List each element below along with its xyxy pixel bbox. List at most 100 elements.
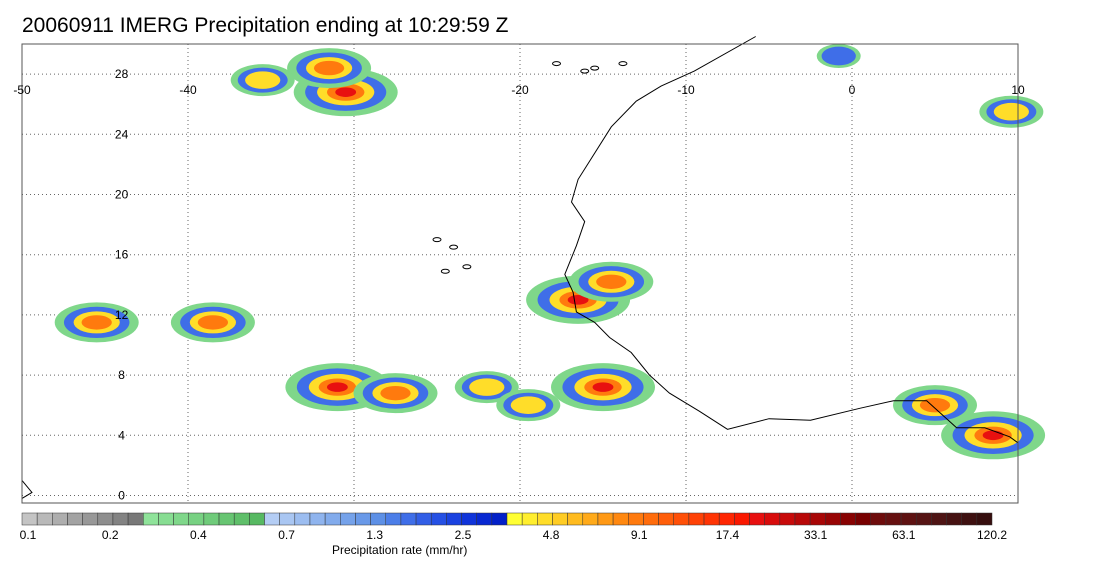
colorbar-swatch [612,512,629,526]
colorbar-swatch [718,512,735,526]
colorbar-tick-label: 63.1 [892,528,916,542]
colorbar-swatch [143,512,159,526]
colorbar-swatch [67,512,83,526]
colorbar-swatch [173,512,189,526]
colorbar-tick-label: 0.4 [190,528,207,542]
colorbar-swatch [491,512,508,526]
colorbar-swatch [279,512,296,526]
colorbar-swatch [370,512,386,526]
colorbar-swatch [582,512,599,526]
precip-cell [596,274,627,289]
colorbar-swatch [658,512,674,526]
lat-tick-label: 16 [115,248,129,262]
colorbar-label: Precipitation rate (mm/hr) [332,543,468,557]
colorbar-swatch [537,512,553,526]
precip-cell [510,396,546,414]
lon-tick-label: 10 [1011,83,1025,97]
colorbar-swatch [249,512,265,526]
lon-tick-label: -40 [179,83,197,97]
colorbar-swatch [203,512,220,526]
colorbar-tick-label: 120.2 [977,528,1007,542]
colorbar-tick-labels: 0.1 0.2 0.4 0.7 1.3 2.5 4.8 9.1 17.4 33.1 63.1 120.… [20,528,1008,542]
colorbar-swatch [885,512,902,526]
colorbar-swatch [127,512,144,526]
colorbar-swatch [855,512,871,526]
coastline-south-america [21,480,33,499]
colorbar-swatch [703,512,720,526]
colorbar-tick-label: 0.7 [278,528,295,542]
island-outline [580,68,590,74]
precip-cell [81,315,112,330]
island-outline [440,268,450,274]
colorbar-swatch [825,512,841,526]
colorbar-swatch [400,512,417,526]
precip-cell [993,102,1029,121]
colorbar-swatch [961,512,978,526]
colorbar-tick-label: 33.1 [804,528,828,542]
island-outline [618,61,628,67]
lat-tick-label: 4 [118,428,125,442]
colorbar-swatch [446,512,462,526]
colorbar-tick-label: 1.3 [366,528,383,542]
lon-tick-label: -20 [511,83,529,97]
colorbar-swatch [643,512,659,526]
colorbar-swatch [915,512,932,526]
colorbar-swatch [324,512,341,526]
precip-cell [335,87,357,97]
colorbar-tick-label: 0.2 [102,528,119,542]
precip-cell [313,60,345,76]
colorbar-swatch [188,512,205,526]
colorbar-swatch [976,512,993,526]
colorbar-boxes [21,512,993,526]
precip-cell [380,385,411,401]
colorbar-swatch [597,512,614,526]
colorbar-swatch [506,512,523,526]
colorbar-swatch [809,512,826,526]
precip-cell [327,382,348,392]
colorbar-swatch [21,512,38,526]
lat-tick-label: 24 [115,127,129,141]
colorbar-swatch [673,512,690,526]
island-outline [462,264,472,270]
lat-tick-label: 12 [115,308,129,322]
colorbar-swatch [294,512,311,526]
lon-tick-label: -50 [13,83,31,97]
precip-cell [567,295,589,305]
island-outline [552,61,562,67]
tick-label-layer: -50 -40 -20 -10 0 10 0 4 8 12 16 20 24 28 [13,67,1025,502]
colorbar-swatch [688,512,705,526]
precip-cell [245,71,281,89]
island-outline [432,237,442,243]
map-title: 20060911 IMERG Precipitation ending at 1… [22,14,509,37]
precip-cell [469,378,505,396]
colorbar-tick-label: 4.8 [543,528,560,542]
colorbar-swatch [476,512,493,526]
colorbar-swatch [309,512,326,526]
lat-tick-label: 8 [118,368,125,382]
colorbar-swatch [385,512,402,526]
colorbar-swatch [567,512,584,526]
precip-cell [821,46,856,66]
colorbar-swatch [158,512,174,526]
colorbar-swatch [794,512,811,526]
colorbar-swatch [946,512,962,526]
colorbar-swatch [218,512,235,526]
colorbar-swatch [521,512,538,526]
colorbar-tick-label: 0.1 [20,528,37,542]
colorbar-swatch [628,512,644,526]
colorbar-swatch [52,512,68,526]
colorbar-tick-label: 9.1 [631,528,648,542]
map-frame [21,43,1019,504]
colorbar-swatch [340,512,356,526]
precip-cell [592,382,614,392]
precipitation-map: -50 -40 -20 -10 0 10 0 4 8 12 16 20 24 28 [13,36,1046,504]
colorbar-swatch [734,512,750,526]
colorbar-swatch [112,512,129,526]
colorbar-swatch [36,512,53,526]
lat-tick-label: 20 [115,187,129,201]
lat-tick-label: 28 [115,67,129,81]
precipitation-layer [54,44,1046,460]
colorbar-swatch [264,512,280,526]
island-outline [449,244,459,250]
colorbar-swatch [430,512,447,526]
